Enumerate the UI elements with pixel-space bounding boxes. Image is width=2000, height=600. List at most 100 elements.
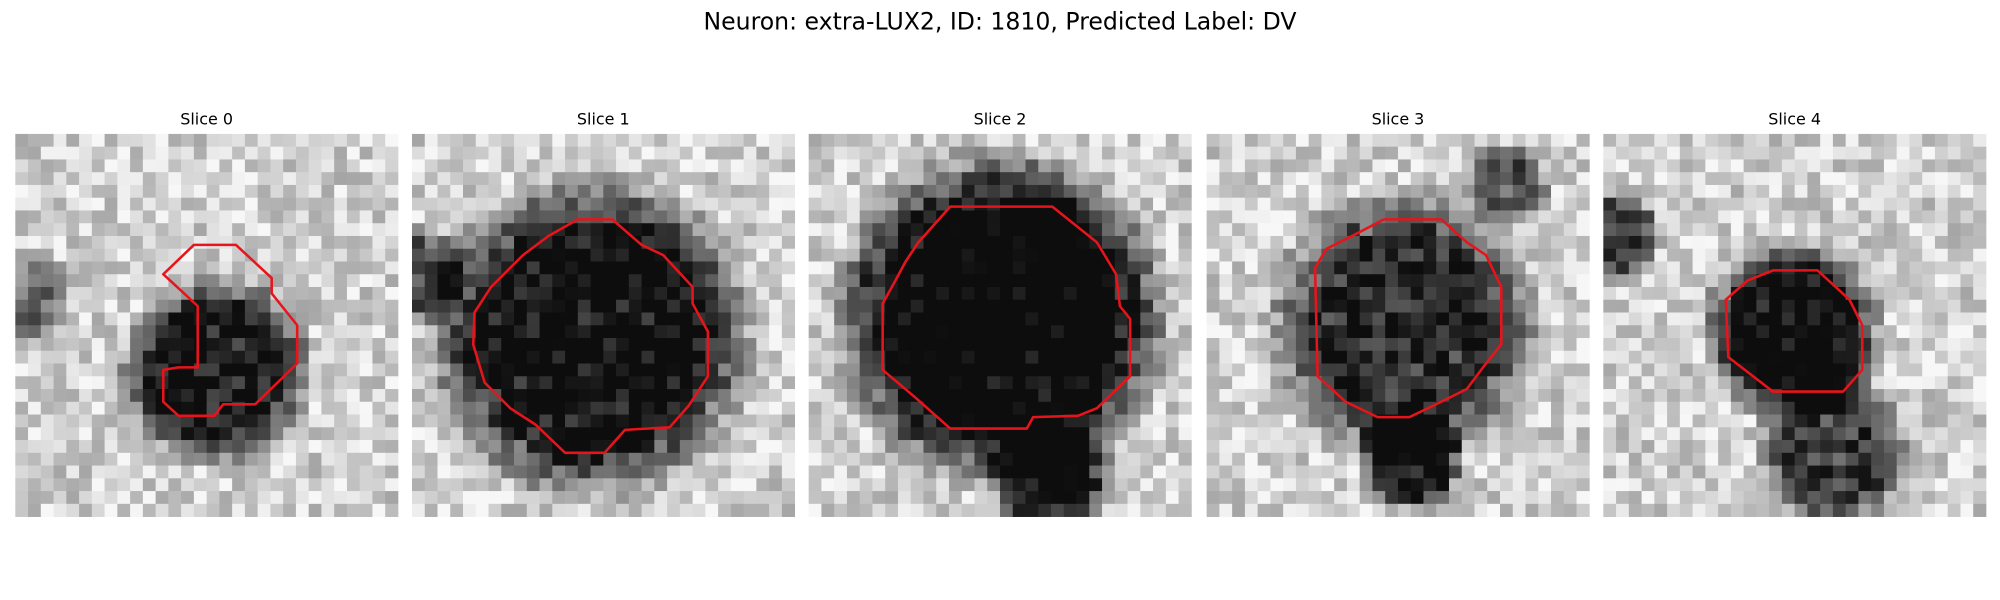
pixel [1730, 338, 1745, 352]
pixel [463, 503, 477, 517]
pixel [667, 350, 681, 364]
pixel [987, 503, 1001, 517]
pixel [155, 312, 169, 326]
pixel [654, 197, 668, 211]
pixel [1076, 172, 1090, 186]
pixel [411, 197, 426, 211]
pixel [1102, 261, 1116, 275]
pixel [1769, 350, 1783, 364]
pixel [1474, 401, 1488, 415]
pixel [526, 325, 540, 339]
pixel [437, 452, 451, 466]
pixel [1206, 363, 1220, 377]
pixel [488, 440, 502, 454]
pixel [450, 197, 464, 211]
pixel [1448, 491, 1463, 505]
pixel [859, 376, 873, 390]
pixel [1551, 389, 1565, 403]
pixel [565, 159, 579, 173]
pixel [1102, 146, 1116, 160]
pixel [1206, 248, 1220, 262]
pixel [1487, 427, 1501, 441]
pixel [40, 159, 54, 173]
pixel [1654, 414, 1668, 428]
pixel [1563, 389, 1577, 403]
pixel [475, 312, 489, 326]
pixel [53, 184, 67, 199]
pixel [283, 248, 297, 262]
pixel [1334, 133, 1348, 148]
pixel [1244, 235, 1259, 250]
pixel [1807, 159, 1821, 173]
pixel [1076, 427, 1090, 441]
pixel [1423, 159, 1437, 173]
pixel [1832, 401, 1847, 415]
pixel [1603, 478, 1617, 492]
pixel [679, 286, 693, 301]
pixel [1385, 325, 1399, 339]
pixel [1551, 465, 1565, 479]
pixel [104, 478, 118, 492]
pixel [1232, 427, 1246, 441]
pixel [1616, 338, 1630, 352]
pixel [257, 261, 271, 275]
pixel [1858, 172, 1872, 186]
pixel [1270, 197, 1284, 211]
pixel [1076, 235, 1090, 250]
pixel [501, 389, 515, 403]
pixel [1769, 491, 1783, 505]
pixel [974, 299, 988, 313]
pixel [821, 452, 835, 466]
pixel [1461, 465, 1475, 479]
pixel [346, 427, 361, 441]
pixel [321, 223, 335, 237]
pixel [1038, 133, 1052, 148]
pixel [616, 440, 630, 454]
pixel [168, 274, 182, 288]
pixel [1295, 184, 1310, 199]
pixel [603, 235, 617, 250]
pixel [142, 376, 156, 390]
pixel [28, 389, 42, 403]
pixel [1051, 261, 1065, 275]
pixel [1718, 440, 1732, 454]
pixel [1781, 248, 1796, 262]
pixel [1960, 159, 1974, 173]
pixel [168, 427, 182, 441]
pixel [616, 133, 630, 148]
pixel [1845, 452, 1859, 466]
pixel [821, 235, 835, 250]
pixel [321, 248, 335, 262]
pixel [1654, 338, 1668, 352]
pixel [1372, 133, 1386, 148]
pixel [40, 325, 54, 339]
pixel [488, 325, 502, 339]
pixel [1756, 350, 1770, 364]
pixel [1372, 350, 1386, 364]
pixel [1512, 325, 1526, 339]
pixel [1025, 452, 1039, 466]
pixel [411, 478, 426, 492]
pixel [1922, 235, 1936, 250]
pixel [501, 146, 515, 160]
pixel [565, 427, 579, 441]
pixel [603, 261, 617, 275]
pixel [897, 350, 912, 364]
pixel [1616, 376, 1630, 390]
pixel [1871, 363, 1885, 377]
pixel [1038, 312, 1052, 326]
pixel [859, 223, 873, 237]
pixel [616, 363, 630, 377]
pixel [1153, 401, 1167, 415]
pixel [1206, 223, 1220, 237]
pixel [781, 159, 796, 173]
pixel [667, 235, 681, 250]
pixel [743, 401, 757, 415]
pixel [359, 325, 373, 339]
pixel [1960, 465, 1974, 479]
pixel [1410, 414, 1424, 428]
pixel [53, 376, 67, 390]
pixel [1448, 223, 1463, 237]
pixel [1845, 465, 1859, 479]
pixel [1563, 197, 1577, 211]
